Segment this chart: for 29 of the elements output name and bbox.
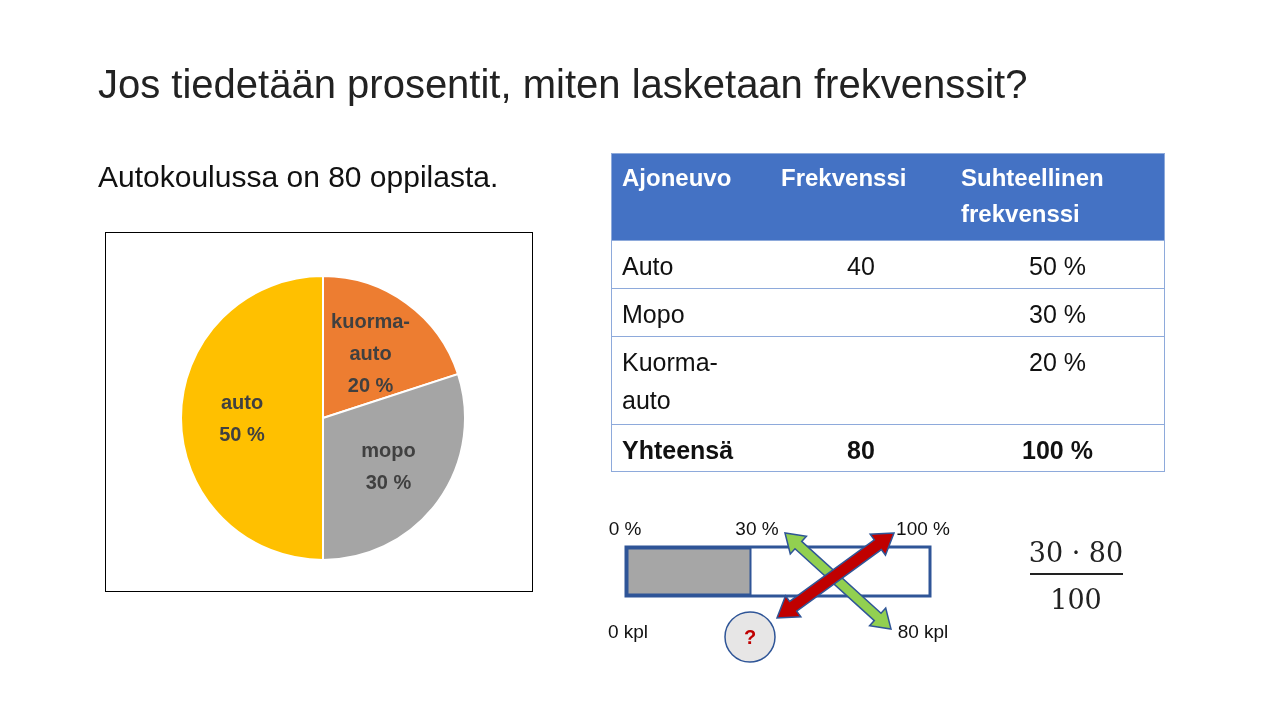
text: 0 %: [608, 517, 642, 539]
chart-subtitle: Autokoulussa on 80 oppilasta.: [98, 160, 499, 194]
text: 20 %: [1028, 347, 1087, 378]
text: 30 %: [735, 517, 779, 539]
text: Kuorma-auto: [622, 347, 719, 416]
text: ?: [743, 626, 757, 648]
slice-label: mopo: [361, 438, 416, 461]
category-label: Frekvenssi: [780, 163, 908, 193]
slice-label: auto: [220, 391, 264, 413]
text: 30 %: [1028, 299, 1087, 330]
text: Mopo: [622, 299, 686, 330]
text: Yhteensä: [622, 435, 735, 466]
slice-label: kuorma-auto: [331, 309, 411, 364]
text: 100: [1050, 583, 1102, 615]
text: 30 · 80: [1028, 536, 1124, 568]
data-label: 50 %: [219, 423, 266, 445]
text: 100 %: [1021, 435, 1094, 466]
data-label: 30 %: [365, 470, 412, 493]
category-label: Suhteellinen frekvenssi: [960, 163, 1105, 229]
category-label: Ajoneuvo: [621, 163, 733, 193]
text: Auto: [622, 251, 675, 282]
text: Jos tiedetään prosentit, miten lasketaan frekvenssit?: [98, 62, 1028, 107]
text: 40: [846, 251, 876, 282]
text: 0 kpl: [607, 620, 649, 642]
text: 50 %: [1028, 251, 1087, 282]
text: 100 %: [896, 517, 951, 539]
data-label: 20 %: [347, 373, 394, 396]
text: 80 kpl: [897, 620, 949, 642]
text: 80: [846, 435, 876, 466]
